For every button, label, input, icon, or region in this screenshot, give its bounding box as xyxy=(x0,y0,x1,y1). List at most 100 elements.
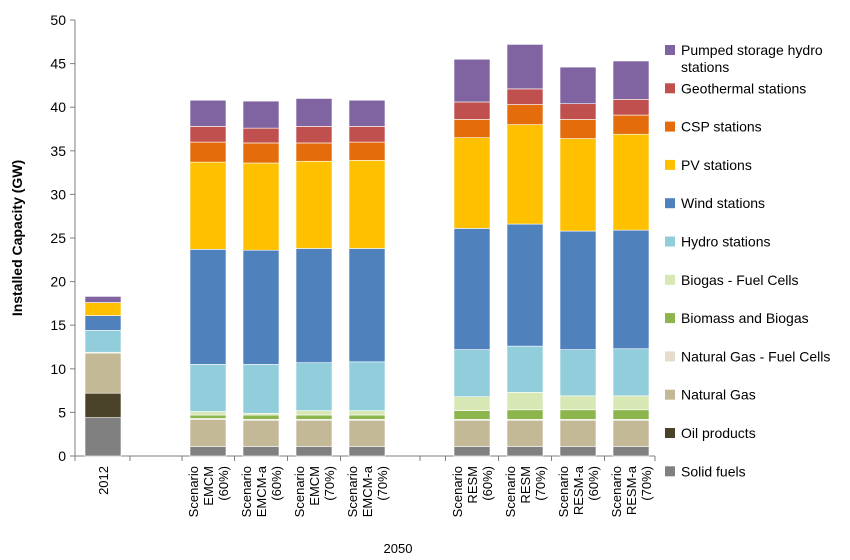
legend-item: Natural Gas - Fuel Cells xyxy=(665,348,830,364)
legend-swatch xyxy=(665,159,675,170)
x-tick-label-line: (60%) xyxy=(480,466,495,501)
bar-segment xyxy=(242,100,280,129)
bar-segment xyxy=(189,141,227,163)
x-tick-labels: 2012 Scenario EMCM (60%) Scenario EMCM-a (60%)… xyxy=(96,465,654,517)
bar-segment xyxy=(189,126,227,143)
bar-segment xyxy=(559,395,597,411)
x-tick-label-line: RESM xyxy=(518,466,533,504)
x-tick-label-line: EMCM xyxy=(201,466,216,506)
bar-segment xyxy=(242,249,280,365)
bar-segment xyxy=(453,137,491,229)
x-tick-label-line: Scenario xyxy=(239,466,254,517)
bar-segment xyxy=(189,419,227,447)
bar-segment xyxy=(348,446,386,457)
x-tick-label-line: Scenario xyxy=(292,466,307,517)
bar-segment xyxy=(559,66,597,105)
x-tick-label-line: EMCM xyxy=(307,466,322,506)
y-tick-label: 0 xyxy=(58,448,66,464)
bar-segment xyxy=(295,414,333,420)
bar-segment xyxy=(612,60,650,100)
bar-segment xyxy=(189,446,227,457)
legend-item: CSP stations xyxy=(665,119,762,135)
bar-segment xyxy=(242,142,280,164)
legend-swatch xyxy=(665,389,675,400)
bar-segment xyxy=(295,446,333,457)
x-tick-label-line: Scenario xyxy=(345,466,360,517)
bar-segment xyxy=(506,223,544,347)
bar-segment xyxy=(242,127,280,144)
legend-label: PV stations xyxy=(681,157,752,173)
legend-swatch xyxy=(665,274,675,285)
bar-segment xyxy=(242,419,280,447)
bar-segment xyxy=(453,101,491,120)
legend-item: Geothermal stations xyxy=(665,80,806,96)
bar-segment xyxy=(506,419,544,447)
legend-swatch xyxy=(665,428,675,438)
bar-segment xyxy=(242,162,280,251)
bar-segment xyxy=(612,395,650,411)
x-tick-label: 2012 xyxy=(96,466,111,495)
y-tick-label: 35 xyxy=(50,143,66,159)
bar-segment xyxy=(295,410,333,416)
bar-segment xyxy=(612,229,650,350)
bars xyxy=(84,44,650,457)
bar-segment xyxy=(559,446,597,457)
x-tick-label-line: Scenario xyxy=(450,466,465,517)
x-tick-label: Scenario EMCM (60%) xyxy=(186,466,231,517)
x-tick-label: Scenario RESM-a (70%) xyxy=(609,465,654,517)
bar-segment xyxy=(506,409,544,420)
x-tick-label-line: (60%) xyxy=(216,466,231,501)
bar-segment xyxy=(348,99,386,127)
x-tick-label: Scenario RESM (60%) xyxy=(450,466,495,517)
x-tick-label: Scenario EMCM-a (60%) xyxy=(239,465,284,517)
bar-segment xyxy=(189,99,227,127)
bar-segment xyxy=(189,249,227,365)
bar-segment xyxy=(84,296,122,303)
legend-swatch xyxy=(665,45,675,55)
legend-label: Solid fuels xyxy=(681,463,746,479)
bar-segment xyxy=(189,161,227,250)
legend-swatch xyxy=(665,466,675,477)
bar-segment xyxy=(348,419,386,447)
bar-segment xyxy=(506,446,544,457)
bar-segment xyxy=(559,419,597,447)
bar-segment xyxy=(612,446,650,457)
bar-segment xyxy=(559,409,597,420)
bar-segment xyxy=(453,419,491,447)
legend-item: PV stations xyxy=(665,157,752,173)
legend-label: CSP stations xyxy=(681,119,762,135)
bar-segment xyxy=(453,119,491,139)
bar-segment xyxy=(506,124,544,225)
y-tick-label: 50 xyxy=(50,12,66,28)
y-tick-label: 15 xyxy=(50,317,66,333)
legend-label: Oil products xyxy=(681,425,756,441)
legend-swatch xyxy=(665,83,675,94)
bar-segment xyxy=(295,160,333,249)
x-tick-label-line: Scenario xyxy=(186,466,201,517)
legend-label: Pumped storage hydro stations xyxy=(681,42,823,75)
bar-segment xyxy=(559,103,597,120)
bar-segment xyxy=(295,362,333,411)
legend-swatch xyxy=(665,121,675,132)
bar-segment xyxy=(242,446,280,457)
bar-segment xyxy=(348,160,386,249)
x-tick-label-line: Scenario xyxy=(609,466,624,517)
bar-segment xyxy=(559,138,597,232)
x-tick-label-line: (70%) xyxy=(375,466,390,501)
bar-segment xyxy=(242,414,280,420)
bar-segment xyxy=(295,126,333,144)
x-group-label-2050: 2050 xyxy=(384,541,413,556)
y-tick-label: 30 xyxy=(50,186,66,202)
bar-segment xyxy=(612,99,650,116)
y-tick-label: 5 xyxy=(58,404,66,420)
bar-segment xyxy=(559,349,597,397)
axes: 0 5 10 15 20 25 30 35 40 45 50 xyxy=(50,12,656,464)
bar-segment xyxy=(348,141,386,161)
legend-label: Biogas - Fuel Cells xyxy=(681,272,799,288)
bar-segment xyxy=(84,417,122,457)
legend-label: Hydro stations xyxy=(681,234,770,250)
bar-segment xyxy=(612,348,650,397)
bar-segment xyxy=(84,330,122,353)
bar-segment xyxy=(242,364,280,414)
